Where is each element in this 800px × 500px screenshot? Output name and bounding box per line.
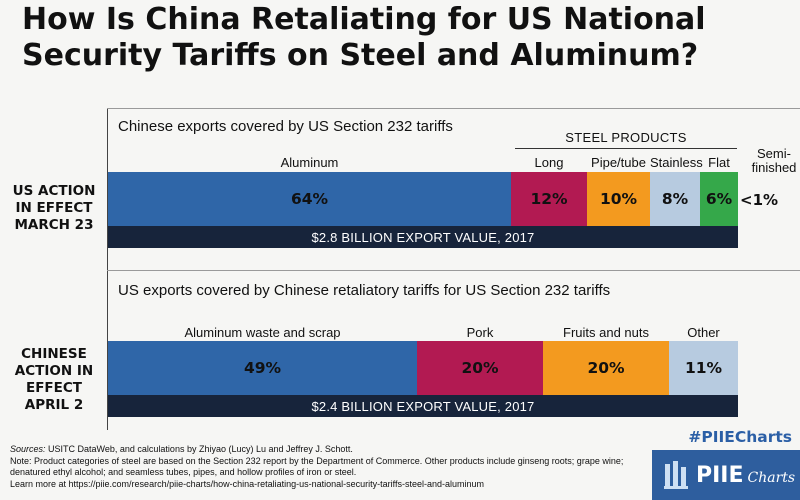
semi-label-line: Semi- — [757, 146, 791, 161]
category-label-aluminum: Aluminum — [280, 155, 339, 170]
piie-charts-logo[interactable]: PIIE Charts — [652, 450, 800, 500]
value-label: 6% — [705, 190, 733, 208]
value-label: 20% — [587, 359, 625, 377]
footnote: Sources: USITC DataWeb, and calculations… — [10, 444, 650, 490]
building-icon — [664, 461, 688, 489]
value-label-semi-finished: <1% — [740, 191, 779, 209]
chart2-stacked-bar: 49% 20% 20% 11% — [108, 341, 738, 395]
category-label-pork: Pork — [466, 325, 494, 340]
top-rule — [107, 108, 800, 109]
title-line-1: How Is China Retaliating for US National — [22, 2, 706, 37]
bar-segment-flat: 6% — [700, 172, 738, 226]
chart2-subtitle: US exports covered by Chinese retaliator… — [118, 282, 611, 299]
steel-products-bracket — [515, 148, 737, 149]
category-label-aluminum-waste-and-scrap: Aluminum waste and scrap — [184, 325, 341, 340]
chart2-total-bar: $2.4 BILLION EXPORT VALUE, 2017 — [108, 395, 738, 417]
bar-segment-aluminum: 64% — [108, 172, 511, 226]
category-label-semi-finished: Semi-finished — [748, 147, 800, 175]
chart1-subtitle: Chinese exports covered by US Section 23… — [118, 118, 453, 135]
page-title: How Is China Retaliating for US National… — [22, 2, 792, 74]
middle-rule — [107, 270, 800, 271]
row-label-line: CHINESE — [21, 346, 87, 362]
value-label: 49% — [243, 359, 282, 377]
bar-segment-pork: 20% — [417, 341, 543, 395]
row-label-line: US ACTION — [12, 183, 96, 199]
value-label: 64% — [290, 190, 329, 208]
row-label-line: APRIL 2 — [24, 397, 84, 413]
chart2-row-label: CHINESE ACTION IN EFFECT APRIL 2 — [4, 346, 104, 414]
bar-segment-stainless: 8% — [650, 172, 700, 226]
row-label-line: IN EFFECT — [15, 200, 93, 216]
logo-sub: Charts — [747, 469, 796, 486]
chart1-total-bar: $2.8 BILLION EXPORT VALUE, 2017 — [108, 226, 738, 248]
row-label-line: EFFECT — [25, 380, 82, 396]
bar-segment-long: 12% — [511, 172, 587, 226]
category-label-flat: Flat — [708, 155, 730, 170]
logo-wordmark: PIIE Charts — [696, 463, 795, 488]
row-label-line: ACTION IN — [14, 363, 94, 379]
value-label: 11% — [684, 359, 723, 377]
bar-segment-aluminum-waste-and-scrap: 49% — [108, 341, 417, 395]
category-label-stainless: Stainless — [650, 155, 703, 170]
bar-segment-pipe-tube: 10% — [587, 172, 650, 226]
steel-products-heading: STEEL PRODUCTS — [565, 130, 687, 145]
hashtag[interactable]: #PIIECharts — [688, 428, 792, 446]
logo-name: PIIE — [696, 462, 744, 488]
semi-label-line: finished — [751, 160, 797, 175]
value-label: 20% — [461, 359, 499, 377]
sources-text: USITC DataWeb, and calculations by Zhiya… — [48, 444, 353, 454]
category-label-long: Long — [534, 155, 564, 170]
sources-label: Sources: — [10, 444, 46, 454]
bar-segment-other: 11% — [669, 341, 738, 395]
learn-more-link[interactable]: Learn more at https://piie.com/research/… — [10, 478, 485, 489]
chart1-stacked-bar: 64% 12% 10% 8% 6% — [108, 172, 738, 226]
row-label-line: MARCH 23 — [14, 217, 94, 233]
category-label-other: Other — [687, 325, 720, 340]
value-label: 10% — [599, 190, 638, 208]
value-label: 8% — [661, 190, 689, 208]
note-text: Note: Product categories of steel are ba… — [10, 455, 624, 478]
title-line-2: Security Tariffs on Steel and Aluminum? — [22, 38, 699, 73]
chart1-row-label: US ACTION IN EFFECT MARCH 23 — [4, 183, 104, 234]
category-label-pipe-tube: Pipe/tube — [591, 155, 646, 170]
axis-divider — [107, 108, 108, 430]
category-label-fruits-and-nuts: Fruits and nuts — [563, 325, 649, 340]
value-label: 12% — [530, 190, 568, 208]
bar-segment-fruits-and-nuts: 20% — [543, 341, 669, 395]
